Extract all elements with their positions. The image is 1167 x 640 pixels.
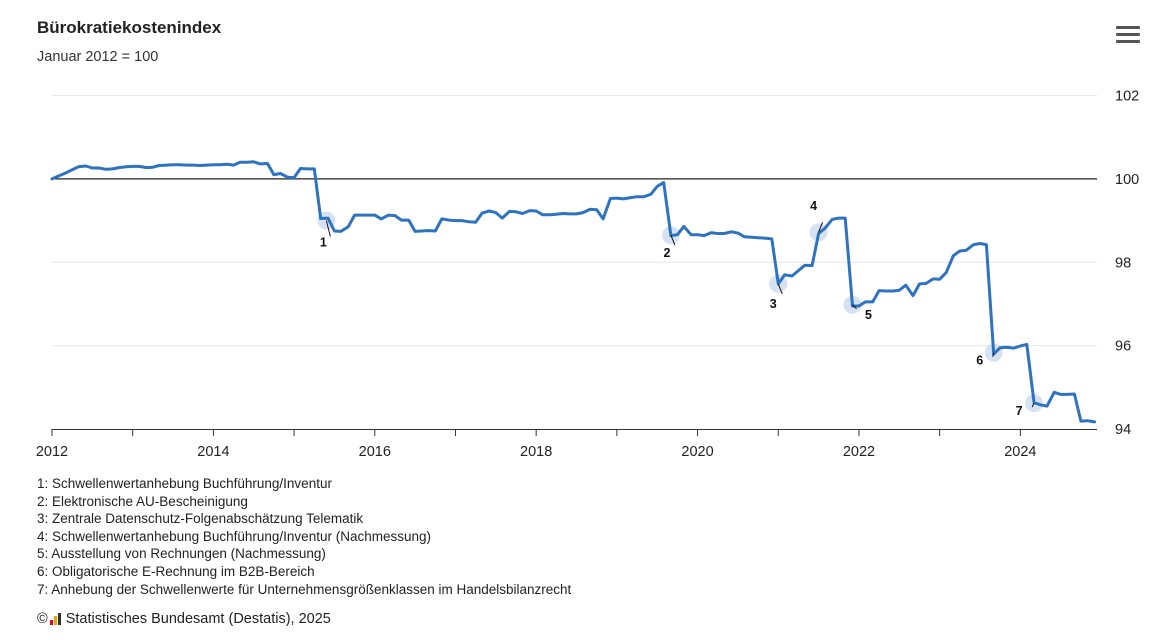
note-7: 7: Anhebung der Schwellenwerte für Unter… <box>37 581 572 597</box>
x-tick-label-2020: 2020 <box>681 444 713 460</box>
x-tick-label-2012: 2012 <box>36 444 68 460</box>
annotation-label-6: 6 <box>976 354 983 368</box>
series-line-0 <box>50 160 1097 424</box>
x-tick-label-2022: 2022 <box>843 444 875 460</box>
source-credit: © Statistisches Bundesamt (Destatis), 20… <box>37 611 331 627</box>
note-2: 2: Elektronische AU-Bescheinigung <box>37 493 248 509</box>
annotation-connector-2 <box>670 234 676 246</box>
series-lines <box>50 160 1097 424</box>
y-tick-label-94: 94 <box>1115 422 1131 438</box>
y-tick-label-96: 96 <box>1115 339 1131 355</box>
annotation-notes: 1: Schwellenwertanhebung Buchführung/Inv… <box>37 475 571 598</box>
x-tick-label-2024: 2024 <box>1004 444 1036 460</box>
x-tick-label-2014: 2014 <box>197 444 229 460</box>
annotation-label-4: 4 <box>810 199 817 213</box>
y-tick-label-98: 98 <box>1115 255 1131 271</box>
annotation-connector-7 <box>1031 402 1035 408</box>
note-5: 5: Ausstellung von Rechnungen (Nachmessu… <box>37 546 326 562</box>
y-axis: 94 96 98 100 102 <box>1115 89 1139 439</box>
line-chart: 2012 2014 2016 2018 2020 2022 2024 94 96 98 100 10… <box>36 89 1139 461</box>
copyright-symbol: © <box>37 611 48 627</box>
annotation-markers <box>317 211 1044 413</box>
annotation-connector-6 <box>992 352 995 357</box>
note-1: 1: Schwellenwertanhebung Buchführung/Inv… <box>37 476 332 491</box>
annotation-label-3: 3 <box>770 297 777 311</box>
x-axis: 2012 2014 2016 2018 2020 2022 2024 <box>36 429 1097 460</box>
y-tick-label-100: 100 <box>1115 172 1139 188</box>
y-tick-label-102: 102 <box>1115 89 1139 105</box>
annotation-connector-3 <box>777 283 783 295</box>
chart-subtitle: Januar 2012 = 100 <box>37 49 159 65</box>
x-tick-label-2016: 2016 <box>359 444 391 460</box>
hamburger-menu-icon[interactable] <box>1116 26 1140 46</box>
annotation-label-1: 1 <box>320 236 327 250</box>
destatis-logo-icon <box>49 613 62 625</box>
annotation-connector-5 <box>852 304 857 310</box>
source-text: Statistisches Bundesamt (Destatis), 2025 <box>65 611 331 627</box>
annotation-label-5: 5 <box>865 308 872 322</box>
chart-title: Bürokratiekostenindex <box>37 18 222 37</box>
annotation-labels: 1 2 3 4 5 6 7 <box>320 199 1035 418</box>
x-tick-label-2018: 2018 <box>520 444 552 460</box>
note-4: 4: Schwellenwertanhebung Buchführung/Inv… <box>37 528 431 544</box>
note-3: 3: Zentrale Datenschutz-Folgenabschätzun… <box>37 511 364 527</box>
annotation-connector-1 <box>325 220 331 237</box>
annotation-connector-4 <box>818 222 824 233</box>
annotation-label-7: 7 <box>1016 404 1023 418</box>
annotation-label-2: 2 <box>663 246 670 260</box>
note-6: 6: Obligatorische E-Rechnung im B2B-Bere… <box>37 563 315 579</box>
grid-lines <box>52 95 1097 347</box>
